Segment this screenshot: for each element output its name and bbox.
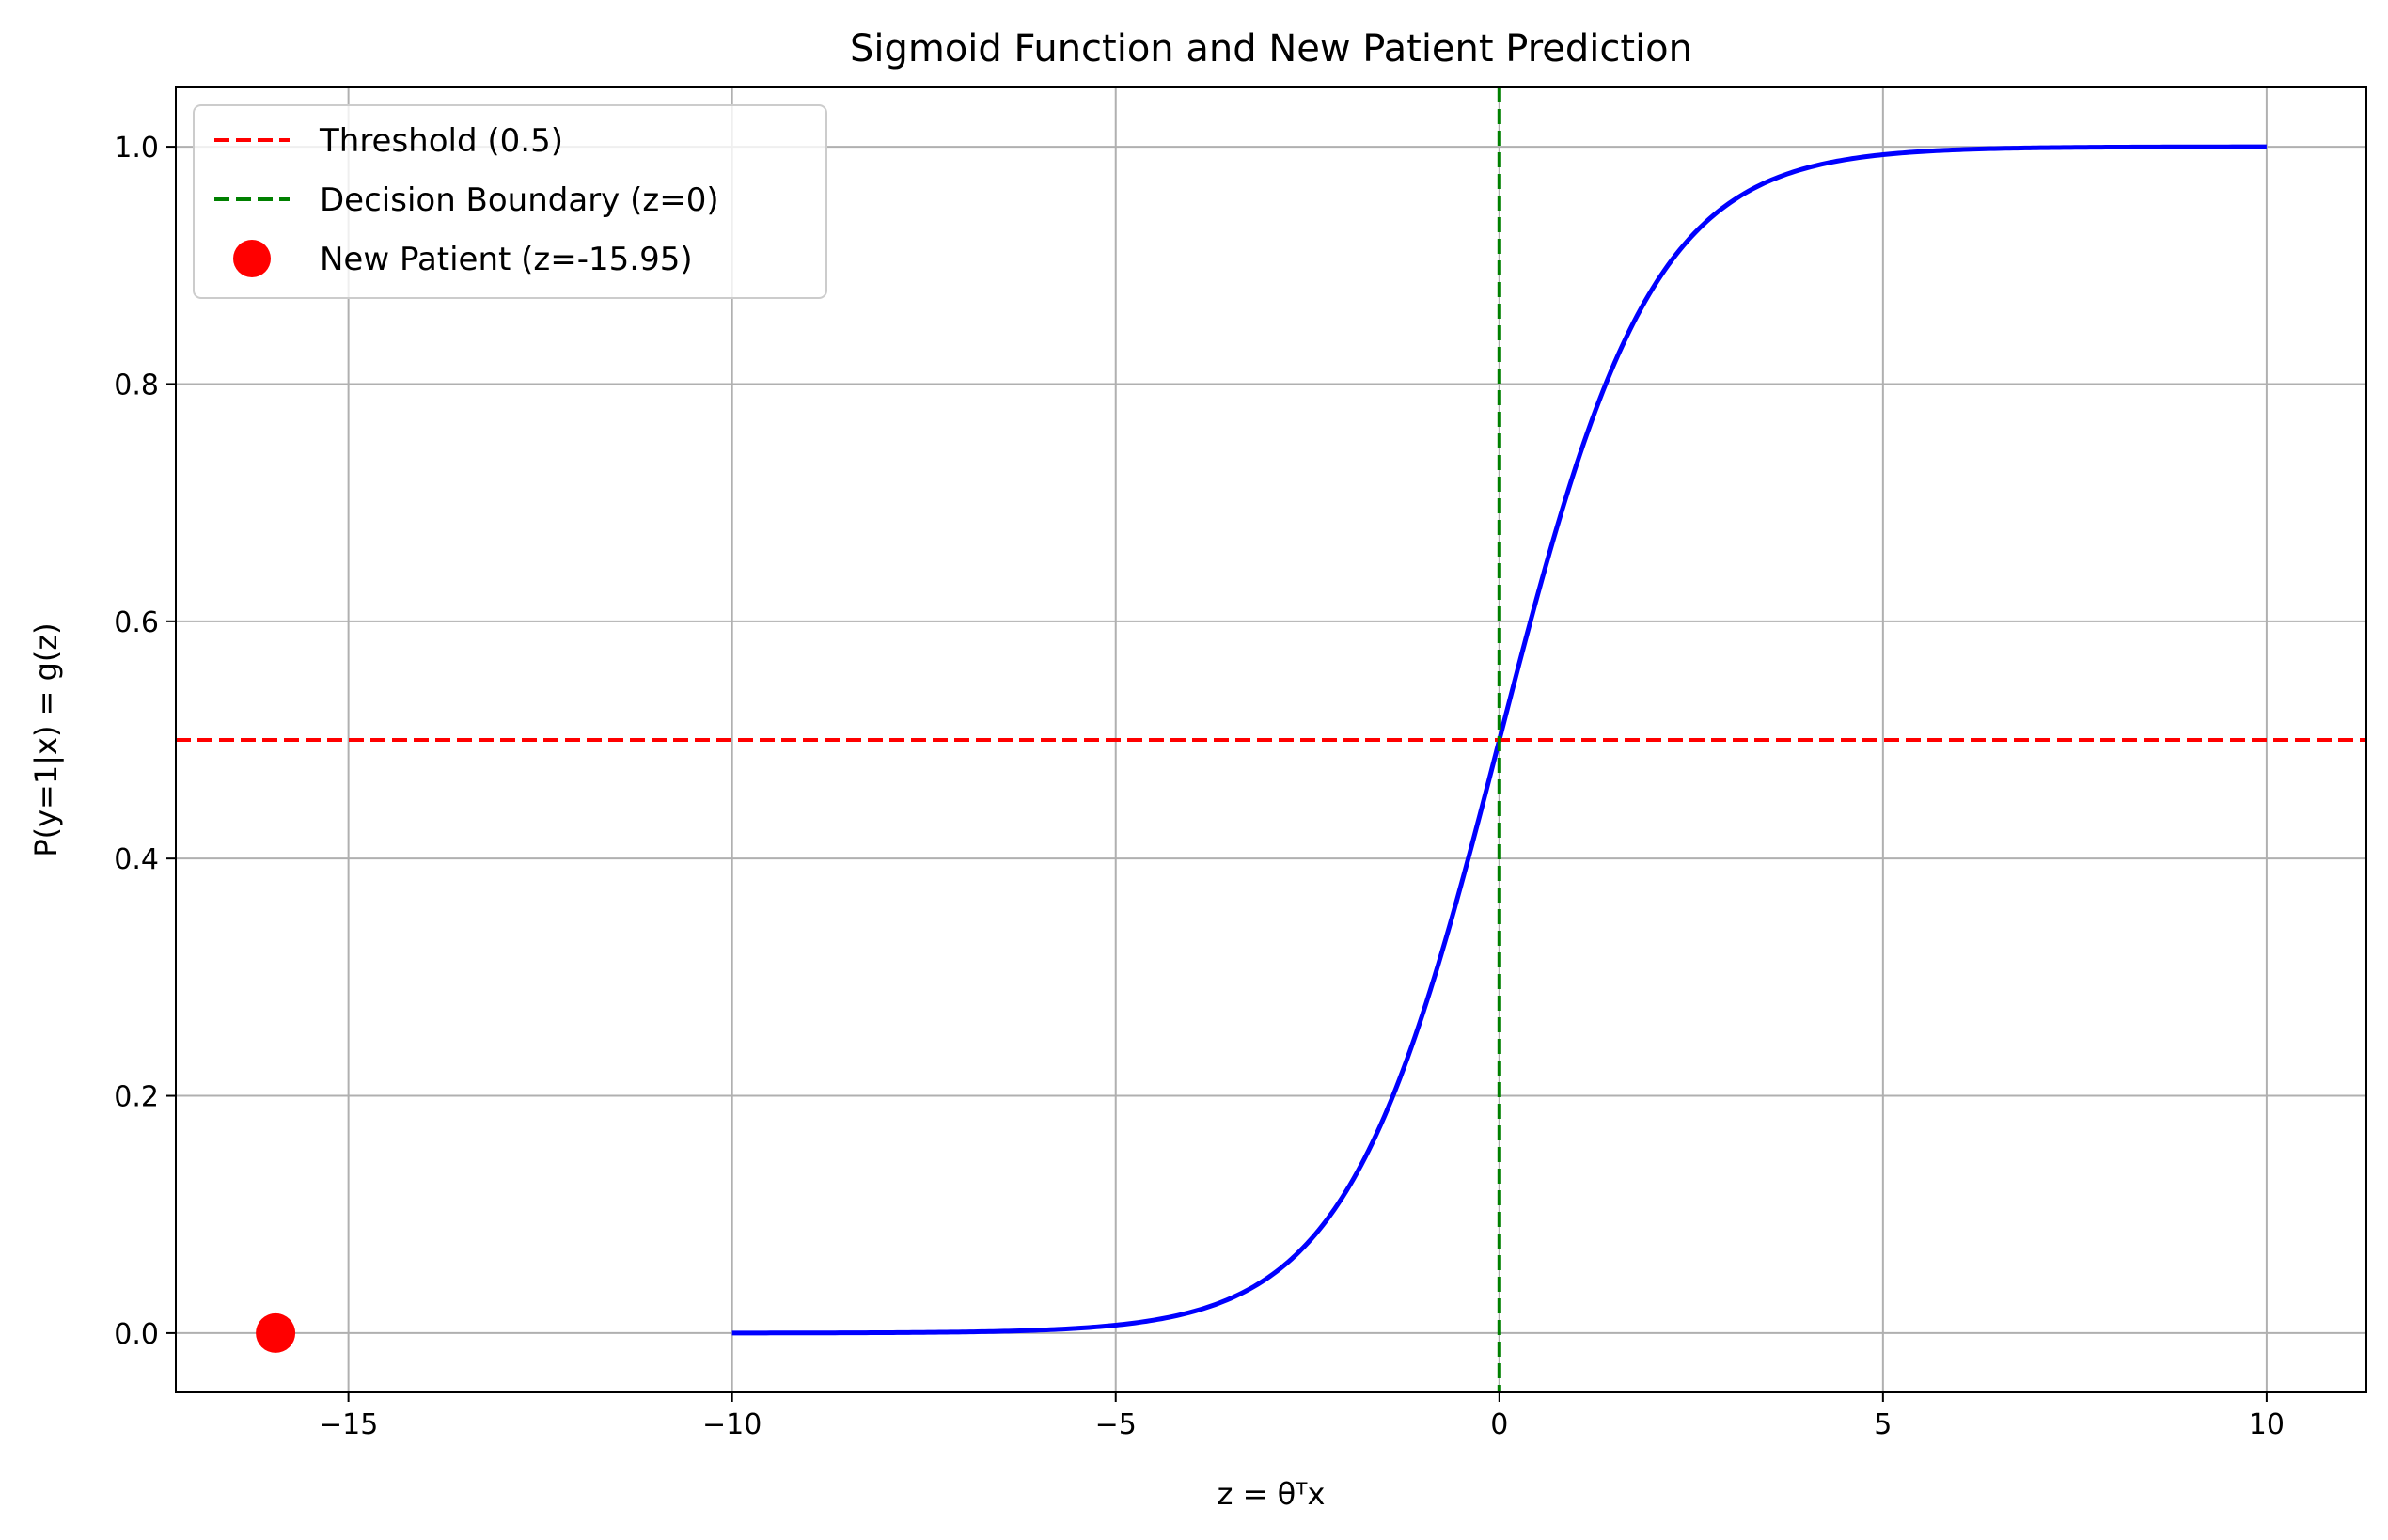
new-patient-point	[256, 1312, 296, 1353]
x-tick-label-1: −10	[702, 1408, 762, 1441]
axis-ticks: −15 −10 −5 0 5 10 0.0 0.2 0.4 0.6 0.8 1.0	[114, 132, 2285, 1441]
y-axis-label: P(y=1|x) = g(z)	[28, 622, 64, 856]
y-tick-label-3: 0.6	[114, 606, 159, 639]
x-tick-label-3: 0	[1490, 1408, 1508, 1441]
y-tick-label-2: 0.4	[114, 843, 159, 876]
legend: Threshold (0.5) Decision Boundary (z=0) Ne…	[193, 104, 827, 299]
legend-marker-2	[233, 240, 271, 277]
data-layer	[176, 87, 2366, 1392]
y-tick-label-4: 0.8	[114, 369, 159, 401]
y-tick-label-1: 0.2	[114, 1081, 159, 1114]
y-tick-label-0: 0.0	[114, 1318, 159, 1351]
chart-title: Sigmoid Function and New Patient Predict…	[850, 27, 1692, 71]
x-tick-label-4: 5	[1874, 1408, 1892, 1441]
legend-label-0: Threshold (0.5)	[319, 122, 563, 160]
grid-lines	[176, 87, 2366, 1392]
legend-box	[193, 104, 827, 299]
x-tick-label-5: 10	[2249, 1408, 2285, 1441]
x-tick-label-0: −15	[319, 1408, 378, 1441]
legend-label-1: Decision Boundary (z=0)	[320, 181, 719, 219]
x-axis-label: z = θᵀx	[1218, 1476, 1326, 1512]
y-tick-label-5: 1.0	[114, 132, 159, 165]
axes-frame	[175, 86, 2367, 1393]
x-tick-label-2: −5	[1095, 1408, 1137, 1441]
legend-label-2: New Patient (z=-15.95)	[320, 241, 693, 278]
